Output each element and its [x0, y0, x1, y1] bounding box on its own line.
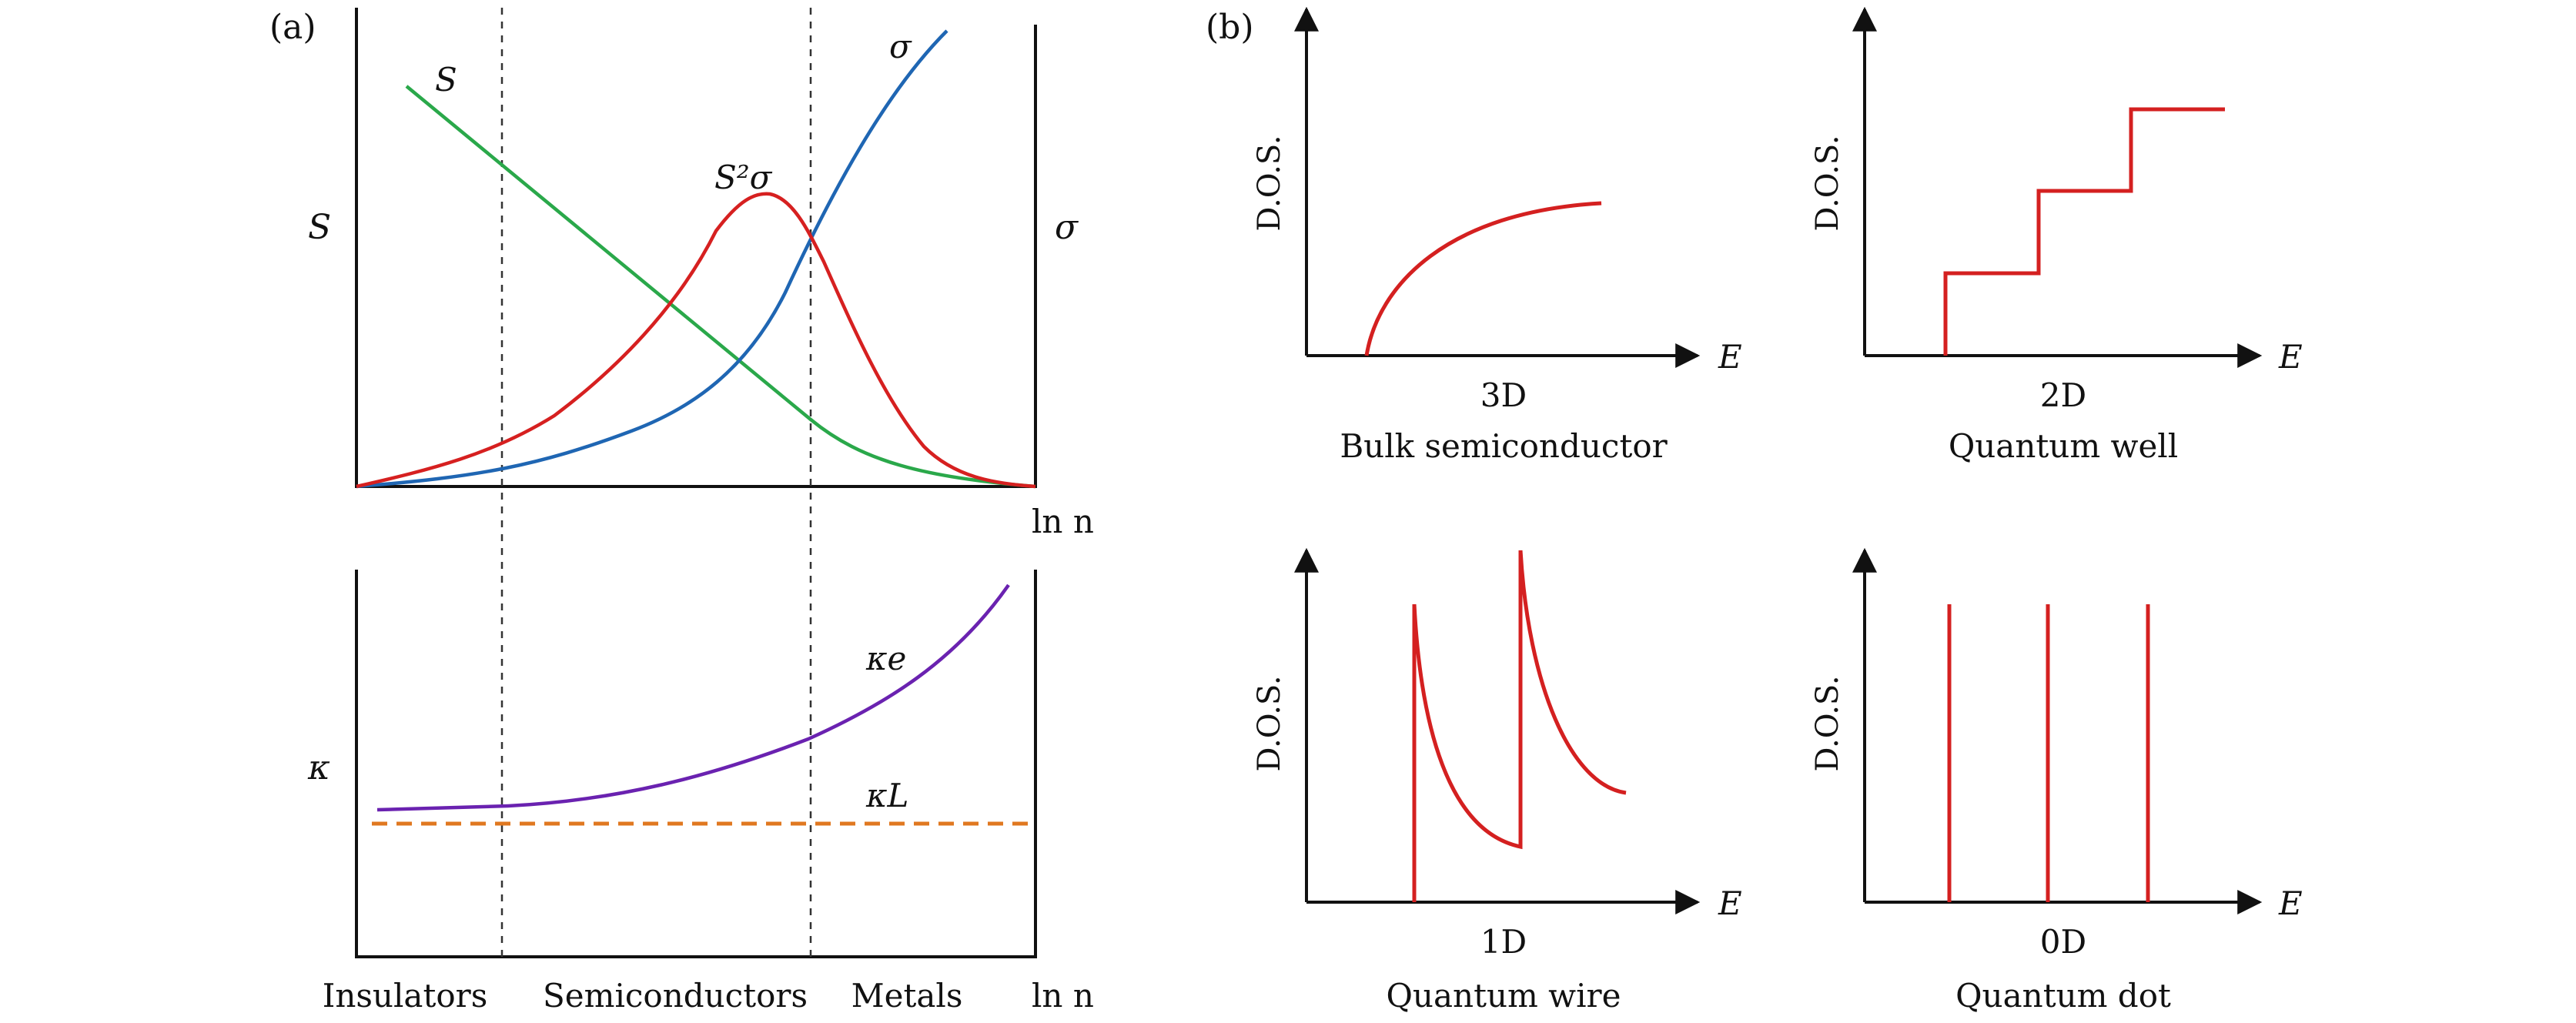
S-curve-label: S: [435, 61, 457, 99]
dimension-0d: 0D: [2040, 923, 2086, 961]
dos-x-label-3d: E: [1718, 338, 1742, 376]
region-semiconductors: Semiconductors: [543, 977, 808, 1015]
caption-2d: Quantum well: [1949, 427, 2178, 465]
dos-x-label-1d: E: [1718, 884, 1742, 922]
dos-plot-0d: D.O.S. E 0D Quantum dot: [1810, 547, 2303, 1015]
caption-1d: Quantum wire: [1387, 977, 1621, 1015]
power-factor-label: S²σ: [714, 159, 773, 196]
dimension-1d: 1D: [1480, 923, 1527, 961]
region-insulators: Insulators: [323, 977, 488, 1015]
sigma-curve-label: σ: [889, 28, 912, 65]
kappa-L-label: κL: [865, 777, 908, 814]
region-metals: Metals: [851, 977, 963, 1015]
dimension-2d: 2D: [2040, 376, 2086, 414]
dos-curve-2d: [1943, 107, 2225, 356]
top-x-axis-label: ln n: [1032, 503, 1094, 540]
panel-a-label: (a): [269, 8, 316, 47]
dos-plot-3d: D.O.S. E 3D Bulk semiconductor: [1252, 6, 1742, 465]
top-plot-axes: [355, 8, 1037, 488]
kappa-e-label: κe: [865, 640, 906, 677]
dos-y-label-1d: D.O.S.: [1252, 675, 1287, 771]
dos-curve-3d: [1364, 201, 1602, 356]
bottom-y-axis-label: κ: [307, 748, 330, 787]
panel-a: (a) S σ S²σ S σ ln n κe κL κ ln n Insula…: [269, 8, 1094, 1015]
caption-0d: Quantum dot: [1955, 977, 2171, 1015]
dos-curve-1d: [1412, 550, 1627, 902]
dos-plot-1d: D.O.S. E 1D Quantum wire: [1252, 547, 1742, 1015]
dos-x-label-0d: E: [2278, 884, 2303, 922]
panel-b: (b) D.O.S. E 3D Bulk semiconductor D.O.S…: [1206, 6, 2303, 1015]
seebeck-curve: [405, 85, 1036, 489]
top-left-axis-label: S: [308, 208, 331, 247]
dos-y-label-2d: D.O.S.: [1810, 135, 1845, 231]
kappa-e-curve: [376, 583, 1010, 812]
bottom-x-axis-label: ln n: [1032, 977, 1094, 1015]
dos-plot-2d: D.O.S. E 2D Quantum well: [1810, 6, 2303, 465]
dos-x-label-2d: E: [2278, 338, 2303, 376]
top-right-axis-label: σ: [1055, 208, 1079, 247]
dos-y-label-0d: D.O.S.: [1810, 675, 1845, 771]
conductivity-curve: [356, 29, 948, 489]
dos-y-label-3d: D.O.S.: [1252, 135, 1287, 231]
caption-3d: Bulk semiconductor: [1340, 427, 1668, 465]
dimension-3d: 3D: [1480, 376, 1527, 414]
bottom-plot-axes: [355, 570, 1037, 958]
panel-b-label: (b): [1206, 8, 1254, 47]
power-factor-curve: [356, 192, 1036, 489]
